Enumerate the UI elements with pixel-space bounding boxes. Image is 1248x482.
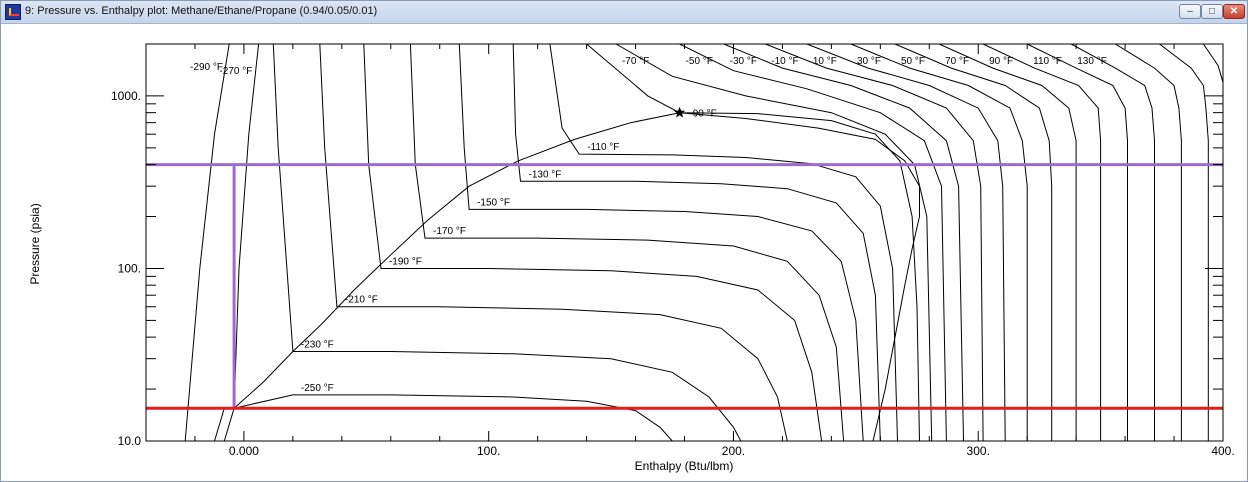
saturation-dome [233, 112, 920, 441]
isotherm-line [512, 44, 881, 441]
isotherm-line [319, 44, 788, 441]
y-tick-label: 10.0 [118, 434, 142, 448]
critical-point-marker [673, 106, 686, 118]
isotherm-label: -70 °F [622, 56, 649, 67]
isotherm-line [894, 44, 1053, 441]
x-tick-label: 0.000 [229, 444, 259, 458]
maximize-icon: □ [1208, 6, 1216, 17]
isotherm-label: -50 °F [686, 56, 713, 67]
isotherm-label: -90 °F [689, 109, 716, 120]
isotherm-line [1026, 44, 1128, 441]
isotherm-line [982, 44, 1102, 441]
isotherm-label: 130 °F [1077, 56, 1107, 67]
isotherm-label: 110 °F [1033, 56, 1062, 67]
isotherm-label: -10 °F [771, 56, 798, 67]
x-tick-label: 400. [1211, 444, 1234, 458]
minimize-icon: – [1187, 6, 1193, 17]
y-tick-label: 100. [118, 261, 141, 275]
isotherm-line [938, 44, 1077, 441]
isotherm-label: -230 °F [301, 340, 334, 351]
x-tick-label: 100. [477, 444, 500, 458]
isotherm-line [586, 44, 920, 441]
ph-chart: -290 °F-270 °F -250 °F -230 °F -210 °F -190 … [28, 43, 1235, 473]
isotherm-line [1070, 44, 1155, 441]
y-tick-label: 1000. [111, 89, 141, 103]
isotherm-label: -270 °F [219, 66, 252, 77]
isotherm-label: -250 °F [301, 383, 334, 394]
close-icon: ✕ [1229, 6, 1239, 17]
isotherm-line [214, 44, 260, 441]
isotherm-line [723, 44, 964, 441]
isotherm-line [363, 44, 823, 441]
minimize-button[interactable]: – [1179, 4, 1201, 19]
isotherm-label: 10 °F [813, 56, 837, 67]
isotherm-line [679, 44, 947, 441]
isotherm-line [1115, 44, 1182, 441]
isotherm-line [223, 394, 673, 441]
isotherm-label: -150 °F [477, 197, 510, 208]
x-tick-label: 300. [967, 444, 990, 458]
isotherm-line [765, 44, 984, 441]
isotherm-line [850, 44, 1028, 441]
isotherm-label: -130 °F [529, 169, 562, 180]
app-icon [5, 4, 21, 20]
isotherm-line [549, 44, 898, 441]
maximize-button[interactable]: □ [1201, 4, 1223, 19]
isotherm-label: -190 °F [389, 256, 422, 267]
isotherm-label: 70 °F [945, 56, 969, 67]
isotherm-line [1202, 44, 1223, 83]
title-bar[interactable]: 9: Pressure vs. Enthalpy plot: Methane/E… [1, 1, 1247, 24]
isotherm-label: 50 °F [901, 56, 925, 67]
isotherm-label: -30 °F [730, 56, 757, 67]
isotherm-label: 90 °F [989, 56, 1013, 67]
isotherm-label: -210 °F [345, 295, 378, 306]
close-button[interactable]: ✕ [1223, 4, 1245, 19]
isotherm-label: -290 °F [190, 62, 223, 73]
isotherm-line [1159, 44, 1209, 441]
isotherm-line [806, 44, 1006, 441]
window-title: 9: Pressure vs. Enthalpy plot: Methane/E… [25, 5, 378, 17]
isotherm-label: -170 °F [433, 226, 466, 237]
x-axis-title: Enthalpy (Btu/lbm) [635, 459, 734, 473]
y-axis-title: Pressure (psia) [28, 203, 42, 284]
isotherm-line [458, 44, 864, 441]
isotherm-line [184, 44, 230, 441]
isotherm-line [409, 44, 845, 441]
plot-area: -290 °F -270 °F -250 °F -230 °F -210 °F -190 … [1, 24, 1247, 481]
x-tick-label: 200. [722, 444, 745, 458]
isotherm-label: -110 °F [587, 142, 619, 153]
isotherm-line [272, 44, 742, 441]
isotherm-label: 30 °F [857, 56, 881, 67]
isotherm-line [615, 44, 933, 441]
